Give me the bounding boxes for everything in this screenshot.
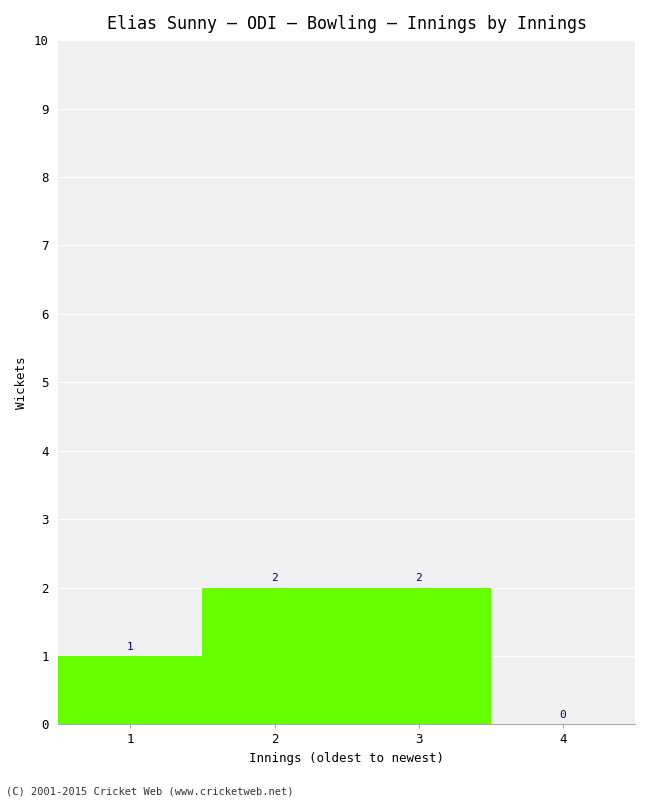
Bar — [202, 587, 346, 725]
Text: 2: 2 — [271, 574, 278, 583]
Text: (C) 2001-2015 Cricket Web (www.cricketweb.net): (C) 2001-2015 Cricket Web (www.cricketwe… — [6, 786, 294, 796]
Title: Elias Sunny – ODI – Bowling – Innings by Innings: Elias Sunny – ODI – Bowling – Innings by… — [107, 15, 587, 33]
Bar — [346, 587, 491, 725]
Bar — [58, 656, 202, 725]
Y-axis label: Wickets: Wickets — [15, 356, 28, 409]
Text: 2: 2 — [415, 574, 422, 583]
X-axis label: Innings (oldest to newest): Innings (oldest to newest) — [249, 752, 444, 765]
Text: 0: 0 — [560, 710, 566, 720]
Text: 1: 1 — [127, 642, 134, 652]
